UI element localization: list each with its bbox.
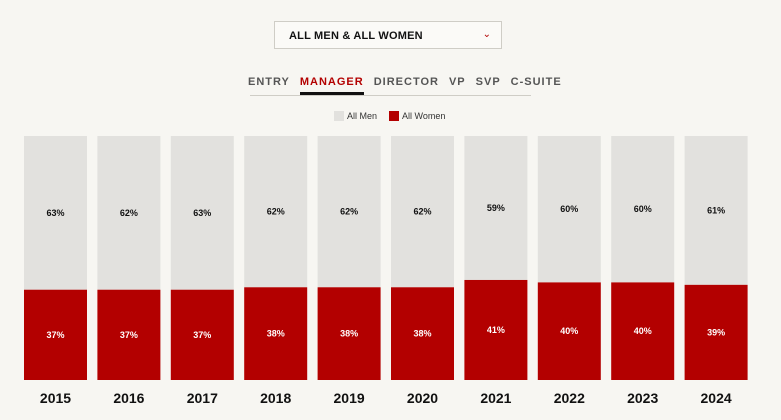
level-dropdown[interactable]: ALL MEN & ALL WOMEN ⌄ (274, 21, 502, 49)
label-men-2017: 63% (193, 208, 211, 218)
bar-women-2015[interactable] (24, 289, 87, 380)
bar-men-2018[interactable] (244, 136, 308, 288)
chart-legend: All Men All Women (334, 111, 457, 121)
label-women-2015: 37% (46, 330, 64, 340)
xtick-2015: 2015 (40, 390, 71, 406)
label-women-2017: 37% (193, 330, 211, 340)
label-men-2019: 62% (340, 207, 358, 217)
bar-women-2016[interactable] (97, 289, 161, 380)
label-men-2016: 62% (120, 208, 138, 218)
bar-women-2020[interactable] (391, 287, 454, 380)
bar-women-2018[interactable] (244, 287, 308, 380)
bar-women-2022[interactable] (537, 282, 601, 380)
legend-label-men: All Men (347, 111, 378, 121)
dropdown-label: ALL MEN & ALL WOMEN (289, 30, 423, 42)
xtick-2016: 2016 (113, 390, 144, 406)
bar-men-2020[interactable] (391, 136, 454, 288)
tab-c-suite[interactable]: C-SUITE (510, 76, 562, 88)
label-women-2016: 37% (120, 330, 138, 340)
legend-swatch-men (334, 111, 344, 121)
bar-men-2021[interactable] (464, 136, 528, 280)
bar-men-2024[interactable] (684, 136, 748, 285)
legend-label-women: All Women (402, 111, 446, 121)
legend-item-women: All Women (389, 111, 445, 121)
bar-women-2021[interactable] (464, 279, 528, 380)
bar-men-2023[interactable] (611, 136, 675, 283)
tab-entry[interactable]: ENTRY (248, 76, 290, 88)
xtick-2019: 2019 (334, 390, 365, 406)
legend-item-men: All Men (334, 111, 377, 121)
bar-women-2019[interactable] (317, 287, 381, 380)
label-women-2024: 39% (707, 327, 725, 337)
level-tabs: ENTRY MANAGER DIRECTOR VP SVP C-SUITE (248, 75, 572, 95)
label-men-2018: 62% (267, 207, 285, 217)
bar-men-2016[interactable] (97, 136, 161, 290)
label-men-2015: 63% (46, 208, 64, 218)
label-women-2018: 38% (267, 329, 285, 339)
chevron-down-icon: ⌄ (482, 29, 491, 40)
bar-women-2017[interactable] (170, 289, 234, 380)
tab-svp[interactable]: SVP (475, 76, 501, 88)
bar-women-2023[interactable] (611, 282, 675, 380)
tabs-divider (250, 95, 531, 96)
tab-vp[interactable]: VP (448, 76, 466, 88)
bar-men-2015[interactable] (24, 136, 87, 290)
label-men-2023: 60% (634, 204, 652, 214)
xtick-2021: 2021 (480, 390, 511, 406)
label-women-2023: 40% (634, 326, 652, 336)
xtick-2020: 2020 (407, 390, 438, 406)
label-men-2021: 59% (487, 203, 505, 213)
label-women-2022: 40% (560, 326, 578, 336)
bar-men-2022[interactable] (537, 136, 601, 283)
label-women-2019: 38% (340, 329, 358, 339)
tab-director[interactable]: DIRECTOR (373, 76, 439, 88)
label-men-2024: 61% (707, 205, 725, 215)
xtick-2018: 2018 (260, 390, 291, 406)
label-women-2020: 38% (413, 329, 431, 339)
tab-manager[interactable]: MANAGER (299, 75, 364, 95)
bar-men-2017[interactable] (170, 136, 234, 290)
xtick-2017: 2017 (187, 390, 218, 406)
xtick-2023: 2023 (627, 390, 658, 406)
label-women-2021: 41% (487, 325, 505, 335)
legend-swatch-women (389, 111, 400, 121)
bar-men-2019[interactable] (317, 136, 381, 288)
xtick-2024: 2024 (701, 390, 732, 406)
label-men-2020: 62% (413, 207, 431, 217)
xtick-2022: 2022 (554, 390, 585, 406)
bar-women-2024[interactable] (684, 284, 748, 380)
label-men-2022: 60% (560, 204, 578, 214)
